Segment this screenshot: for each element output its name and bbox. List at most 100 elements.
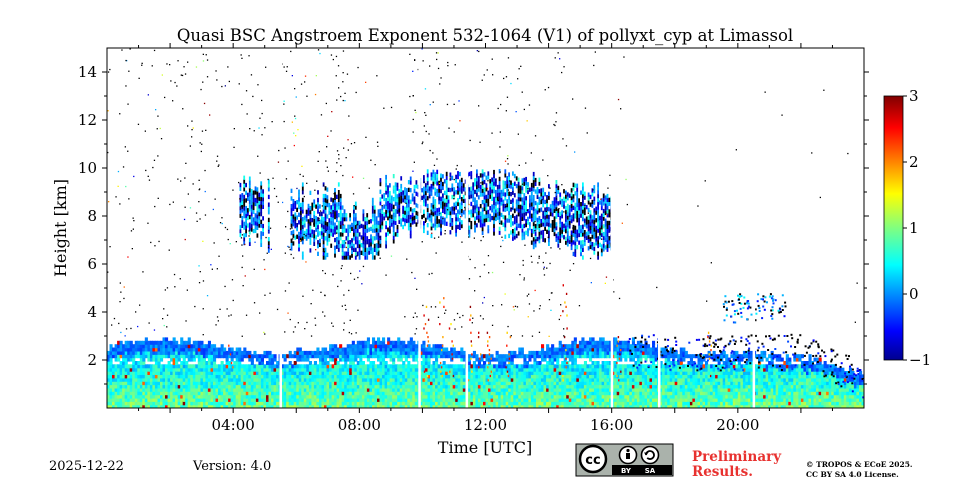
bl-cell: [816, 391, 820, 396]
bl-cell: [533, 381, 537, 386]
bl-cell: [435, 344, 439, 349]
bl-cell: [785, 384, 789, 389]
bl-cell: [402, 387, 406, 392]
bl-cell: [460, 374, 464, 379]
bl-cell: [528, 381, 532, 386]
bl-cell: [780, 364, 784, 369]
bl-cell: [700, 361, 704, 365]
bl-cell: [682, 350, 686, 355]
bl-cell: [260, 374, 264, 379]
bl-cell: [190, 347, 194, 352]
bl-cell: [258, 391, 262, 396]
bl-cell: [755, 394, 759, 399]
bl-cell: [281, 371, 285, 375]
bl-cell: [374, 397, 378, 402]
bl-cell: [165, 401, 169, 406]
bl-cell: [775, 401, 779, 406]
bl-cell: [689, 367, 693, 372]
bl-cell: [384, 371, 388, 375]
bl-cell: [629, 397, 633, 402]
bl-cell: [725, 394, 729, 399]
bl-cell: [392, 350, 396, 355]
bl-cell: [692, 404, 696, 408]
bl-cell: [107, 361, 111, 365]
bl-cell: [235, 391, 239, 396]
bl-cell: [765, 384, 769, 389]
bl-cell: [717, 367, 721, 372]
bl-cell: [180, 340, 184, 345]
bl-cell: [392, 394, 396, 399]
bl-cell: [419, 377, 423, 382]
bl-cell: [578, 364, 582, 369]
bl-cell: [553, 387, 557, 392]
bl-cell: [129, 397, 133, 402]
bl-cell: [558, 344, 562, 349]
bl-cell: [750, 401, 754, 406]
bl-cell: [364, 347, 368, 352]
bl-cell: [460, 387, 464, 392]
bl-cell: [467, 404, 471, 408]
bl-cell: [137, 404, 141, 408]
bl-cell: [235, 374, 239, 379]
bl-cell: [768, 371, 772, 375]
bl-cell: [775, 374, 779, 379]
bl-cell: [392, 381, 396, 386]
bl-cell: [202, 371, 206, 375]
bl-cell: [667, 401, 671, 406]
bl-cell: [636, 384, 640, 389]
bl-cell: [240, 391, 244, 396]
bl-cell: [142, 381, 146, 386]
bl-cell: [500, 404, 504, 408]
bl-cell: [760, 357, 764, 362]
bl-cell: [414, 350, 418, 355]
bl-cell: [311, 394, 315, 399]
bl-cell: [432, 364, 436, 369]
bl-cell: [321, 377, 325, 382]
bl-cell: [109, 394, 113, 399]
bl-cell: [329, 350, 333, 355]
bl-cell: [498, 394, 502, 399]
bl-cell: [409, 404, 413, 408]
bl-cell: [689, 381, 693, 386]
bl-cell: [149, 374, 153, 379]
bl-cell: [546, 387, 550, 392]
bl-cell: [107, 384, 111, 389]
bl-cell: [614, 337, 618, 342]
bl-cell: [117, 364, 121, 369]
bl-cell: [404, 397, 408, 402]
bl-cell: [399, 377, 403, 382]
bl-cell: [437, 401, 441, 406]
bl-cell: [374, 340, 378, 345]
bl-cell: [712, 394, 716, 399]
bl-cell: [485, 371, 489, 375]
bl-cell: [636, 364, 640, 369]
bl-cell: [450, 377, 454, 382]
bl-cell: [316, 391, 320, 396]
bl-cell: [692, 397, 696, 402]
bl-cell: [276, 394, 280, 399]
bl-cell: [298, 377, 302, 382]
bl-cell: [533, 350, 537, 355]
bl-cell: [548, 381, 552, 386]
bl-cell: [720, 394, 724, 399]
bl-cell: [705, 367, 709, 372]
bl-cell: [505, 377, 509, 382]
bl-cell: [692, 401, 696, 406]
bl-cell: [253, 374, 257, 379]
bl-cell: [298, 401, 302, 406]
bl-cell: [397, 384, 401, 389]
bl-cell: [493, 371, 497, 375]
bl-cell: [129, 371, 133, 375]
bl-cell: [525, 404, 529, 408]
bl-cell: [187, 371, 191, 375]
bl-cell: [571, 387, 575, 392]
bl-cell: [142, 364, 146, 369]
bl-cell: [800, 374, 804, 379]
bl-cell: [152, 350, 156, 355]
bl-cell: [689, 397, 693, 402]
bl-cell: [276, 404, 280, 408]
bl-cell: [631, 384, 635, 389]
bl-cell: [639, 364, 643, 369]
bl-cell: [528, 357, 532, 362]
bl-cell: [679, 381, 683, 386]
